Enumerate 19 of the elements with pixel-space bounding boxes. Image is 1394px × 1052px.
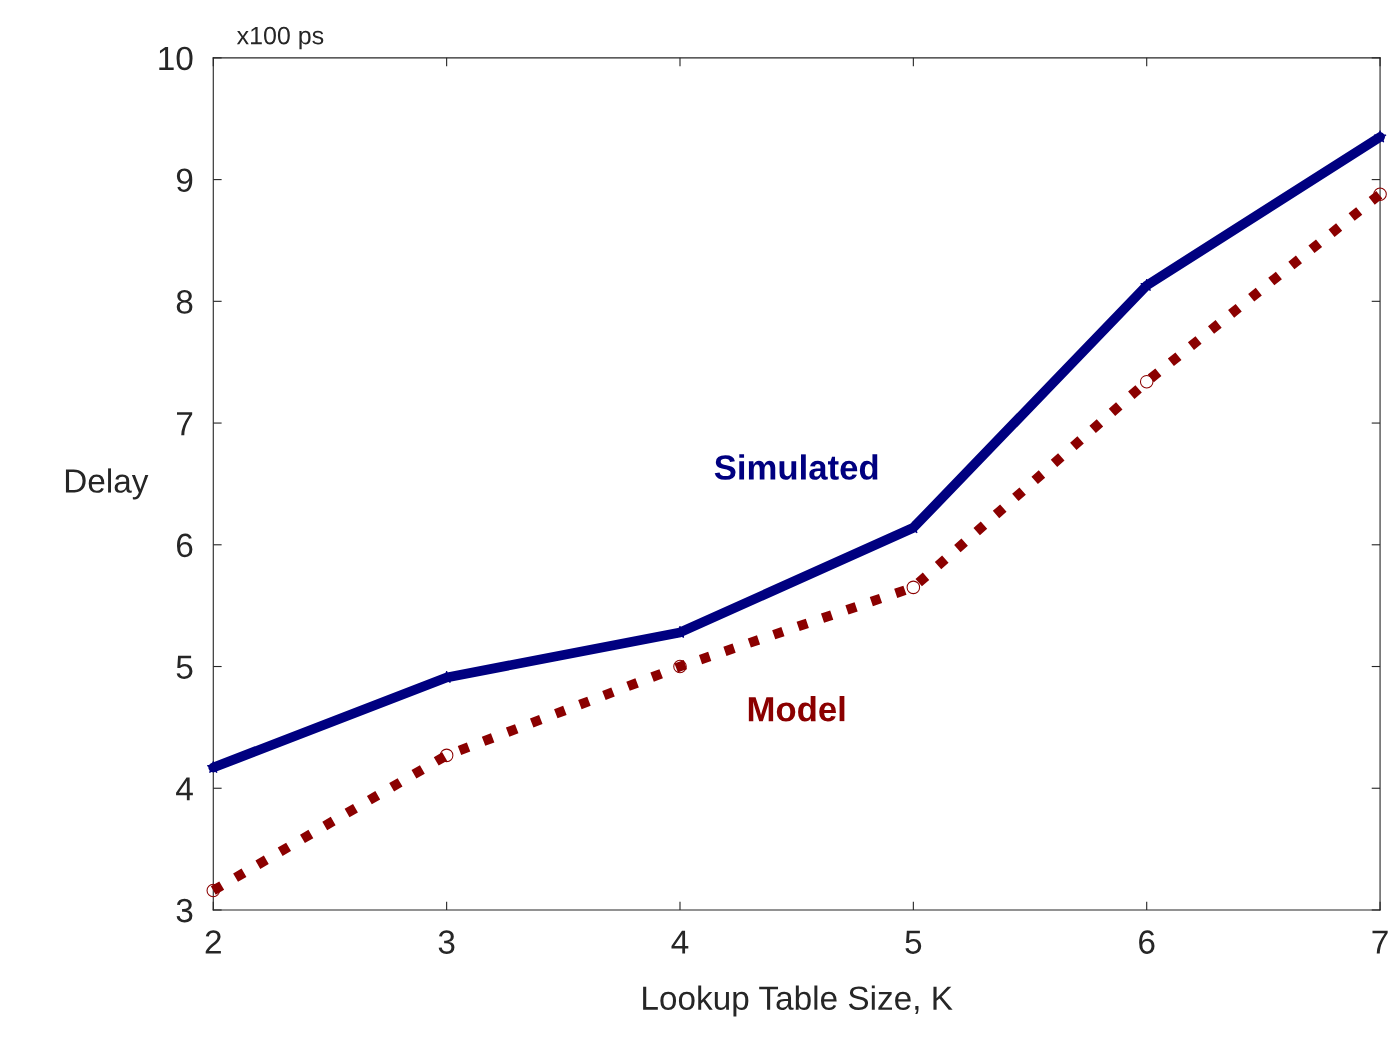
series-label: Simulated: [714, 454, 878, 480]
y-tick-label: 5: [176, 655, 193, 679]
x-tick-label: 4: [671, 930, 689, 954]
y-tick-label: 10: [159, 46, 193, 71]
text: x100 ps: [236, 26, 324, 50]
x-tick-label: 6: [1139, 930, 1155, 954]
y-tick-label: 6: [176, 533, 193, 558]
y-tick-label: 7: [177, 412, 193, 436]
x-tick-label: 3: [438, 930, 455, 954]
x-axis-title: Lookup Table Size, K: [643, 985, 953, 1017]
x-tick-label: 7: [1372, 930, 1388, 954]
x-tick-label: 2: [205, 930, 221, 954]
y-tick-label: 4: [176, 777, 193, 801]
y-tick-label: 3: [176, 898, 193, 923]
y-axis-title: Delay: [65, 468, 149, 500]
series-label: Model: [748, 695, 845, 722]
y-tick-label: 8: [176, 290, 193, 314]
y-tick-label: 9: [176, 168, 193, 192]
x-tick-label: 5: [905, 930, 922, 954]
